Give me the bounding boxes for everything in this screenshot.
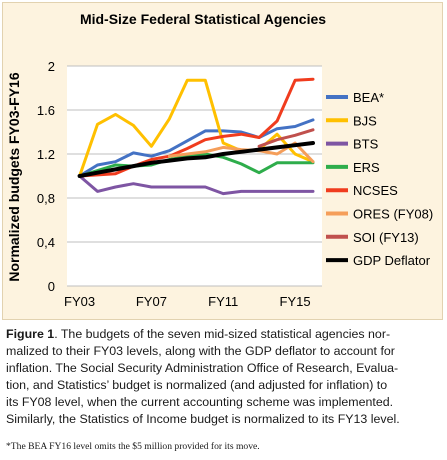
caption-footnote: *The BEA FY16 level omits the $5 million…	[6, 441, 260, 452]
legend-label: BTS	[353, 137, 379, 152]
caption-figure-label: Figure 1	[6, 327, 55, 341]
series-line-bjs	[78, 78, 315, 178]
axis-labels: 0 0,4 0,8 1.2 1.6 2 FY03 FY07 FY11 FY15	[37, 59, 311, 309]
x-tick-label: FY11	[208, 294, 238, 309]
y-tick-label: 1.6	[37, 103, 55, 118]
legend-label: ORES (FY08)	[353, 207, 433, 222]
y-tick-label: 1.2	[37, 147, 55, 162]
series-line-ers	[78, 152, 315, 178]
legend-label: SOI (FY13)	[353, 230, 419, 245]
legend-label: NCSES	[353, 183, 398, 198]
y-tick-label: 2	[48, 59, 55, 74]
series-line-ncses	[78, 77, 315, 178]
legend-label: ERS	[353, 160, 380, 175]
y-tick-label: 0,8	[37, 191, 55, 206]
caption-line-6: Similarly, the Statistics of Income budg…	[6, 412, 400, 426]
x-tick-label: FY15	[280, 294, 311, 309]
legend: BEA* BJS BTS ERS NCSES ORES (FY08) SOI (FY13) G…	[326, 90, 433, 268]
gridlines	[67, 65, 322, 287]
line-chart: 0 0,4 0,8 1.2 1.6 2 FY03 FY07 FY11 FY15 BEA* BJS BT…	[6, 11, 433, 309]
series-lines	[77, 77, 315, 196]
plot-area	[67, 66, 322, 286]
legend-label: BEA*	[353, 90, 384, 105]
y-tick-label: 0	[48, 279, 55, 294]
caption-line-2: malized to their FY03 levels, along with…	[6, 344, 395, 358]
series-line-bea	[78, 118, 315, 178]
caption-line-4: tion, and Statistics’ budget is normaliz…	[6, 378, 388, 392]
legend-label: GDP Deflator	[353, 253, 431, 268]
x-tick-label: FY03	[64, 294, 95, 309]
caption-line-1: . The budgets of the seven mid-sized sta…	[54, 327, 391, 341]
figure-caption: Figure 1. The budgets of the seven mid-s…	[6, 326, 443, 428]
legend-label: BJS	[353, 113, 377, 128]
caption-line-3: inflation. The Social Security Administr…	[6, 361, 399, 375]
x-tick-label: FY07	[136, 294, 167, 309]
y-axis-title: Normalized budgets FY03-FY16	[6, 72, 22, 281]
series-line-bts	[78, 174, 315, 196]
series-line-gdp-deflator	[77, 141, 315, 178]
y-tick-label: 0,4	[37, 235, 55, 250]
caption-line-5: its FY08 level, when the current account…	[6, 395, 394, 409]
series-line-soi-fy13	[257, 128, 315, 148]
chart-title: Mid-Size Federal Statistical Agencies	[80, 11, 326, 27]
